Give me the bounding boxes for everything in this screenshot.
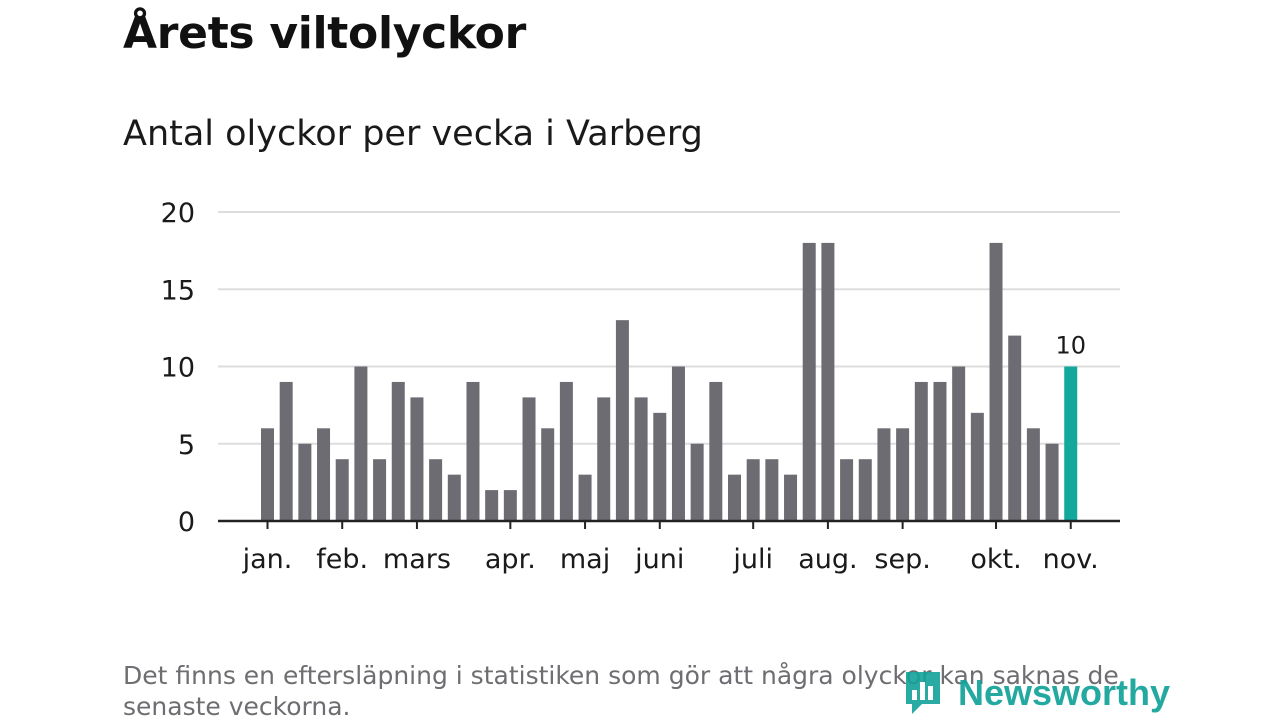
y-tick-label: 15	[161, 275, 195, 306]
y-tick-label: 0	[178, 507, 195, 538]
y-tick-label: 20	[161, 198, 195, 229]
footnote: Det finns en eftersläpning i statistiken…	[123, 661, 1119, 721]
grid-lines	[218, 211, 1120, 445]
bar	[802, 242, 816, 521]
x-tick-label: mars	[383, 544, 451, 575]
bar	[970, 412, 984, 521]
x-tick-label: aug.	[798, 544, 857, 575]
bar	[447, 474, 461, 521]
bar	[914, 381, 928, 521]
bar	[391, 381, 405, 521]
bar	[728, 474, 741, 521]
bar	[634, 397, 648, 521]
bar	[840, 459, 854, 521]
bar	[298, 443, 312, 521]
bar	[578, 474, 592, 521]
bar	[1045, 443, 1059, 521]
chart-subtitle: Antal olyckor per vecka i Varberg	[123, 114, 703, 154]
y-tick-labels: 0 5 10 15 20	[161, 198, 195, 538]
x-tick-label: juni	[634, 544, 684, 575]
bar	[933, 381, 947, 521]
x-tick-label: sep.	[874, 544, 930, 575]
data-label: 10	[1055, 332, 1086, 360]
x-tick-label: nov.	[1043, 544, 1099, 575]
bar	[858, 459, 872, 521]
bar	[522, 397, 536, 521]
x-tick-label: feb.	[316, 544, 368, 575]
bar	[653, 412, 667, 521]
bar	[466, 381, 480, 521]
bar	[1026, 428, 1040, 521]
bar	[821, 242, 835, 521]
bar	[485, 490, 499, 521]
bar	[541, 428, 555, 521]
bar	[709, 381, 723, 521]
x-tick-label: apr.	[485, 544, 536, 575]
bar	[354, 366, 368, 521]
bars	[261, 242, 1078, 521]
bar	[410, 397, 424, 521]
bar-chart-icon	[906, 672, 940, 714]
bar	[559, 381, 573, 521]
x-tick-label: jan.	[242, 544, 293, 575]
bar	[373, 459, 387, 521]
bar	[877, 428, 891, 521]
bar	[261, 428, 274, 521]
bar	[503, 490, 517, 521]
x-axis	[218, 519, 1120, 529]
y-tick-label: 10	[161, 353, 195, 384]
bar	[690, 443, 704, 521]
x-tick-labels: jan. feb. mars apr. maj juni juli aug. sep. okt. n…	[242, 544, 1099, 575]
y-tick-label: 5	[178, 430, 195, 461]
bar	[597, 397, 611, 521]
chart-title: Årets viltolyckor	[123, 8, 526, 59]
brand-name: Newsworthy	[958, 672, 1171, 713]
newsworthy-logo: Newsworthy	[902, 668, 1170, 718]
bar	[1008, 335, 1022, 521]
bar-highlighted	[1064, 366, 1078, 521]
x-tick-label: maj	[560, 544, 610, 575]
bar	[784, 474, 798, 521]
bar	[952, 366, 966, 521]
bar	[989, 242, 1003, 521]
x-tick-label: juli	[732, 544, 773, 575]
bar	[765, 459, 779, 521]
bar	[746, 459, 760, 521]
bar	[317, 428, 331, 521]
bar	[429, 459, 443, 521]
data-labels: 10	[1055, 332, 1086, 360]
bar	[335, 459, 349, 521]
bar	[279, 381, 293, 521]
bar	[671, 366, 685, 521]
bar	[896, 428, 910, 521]
bar	[615, 320, 629, 521]
x-tick-label: okt.	[970, 544, 1021, 575]
